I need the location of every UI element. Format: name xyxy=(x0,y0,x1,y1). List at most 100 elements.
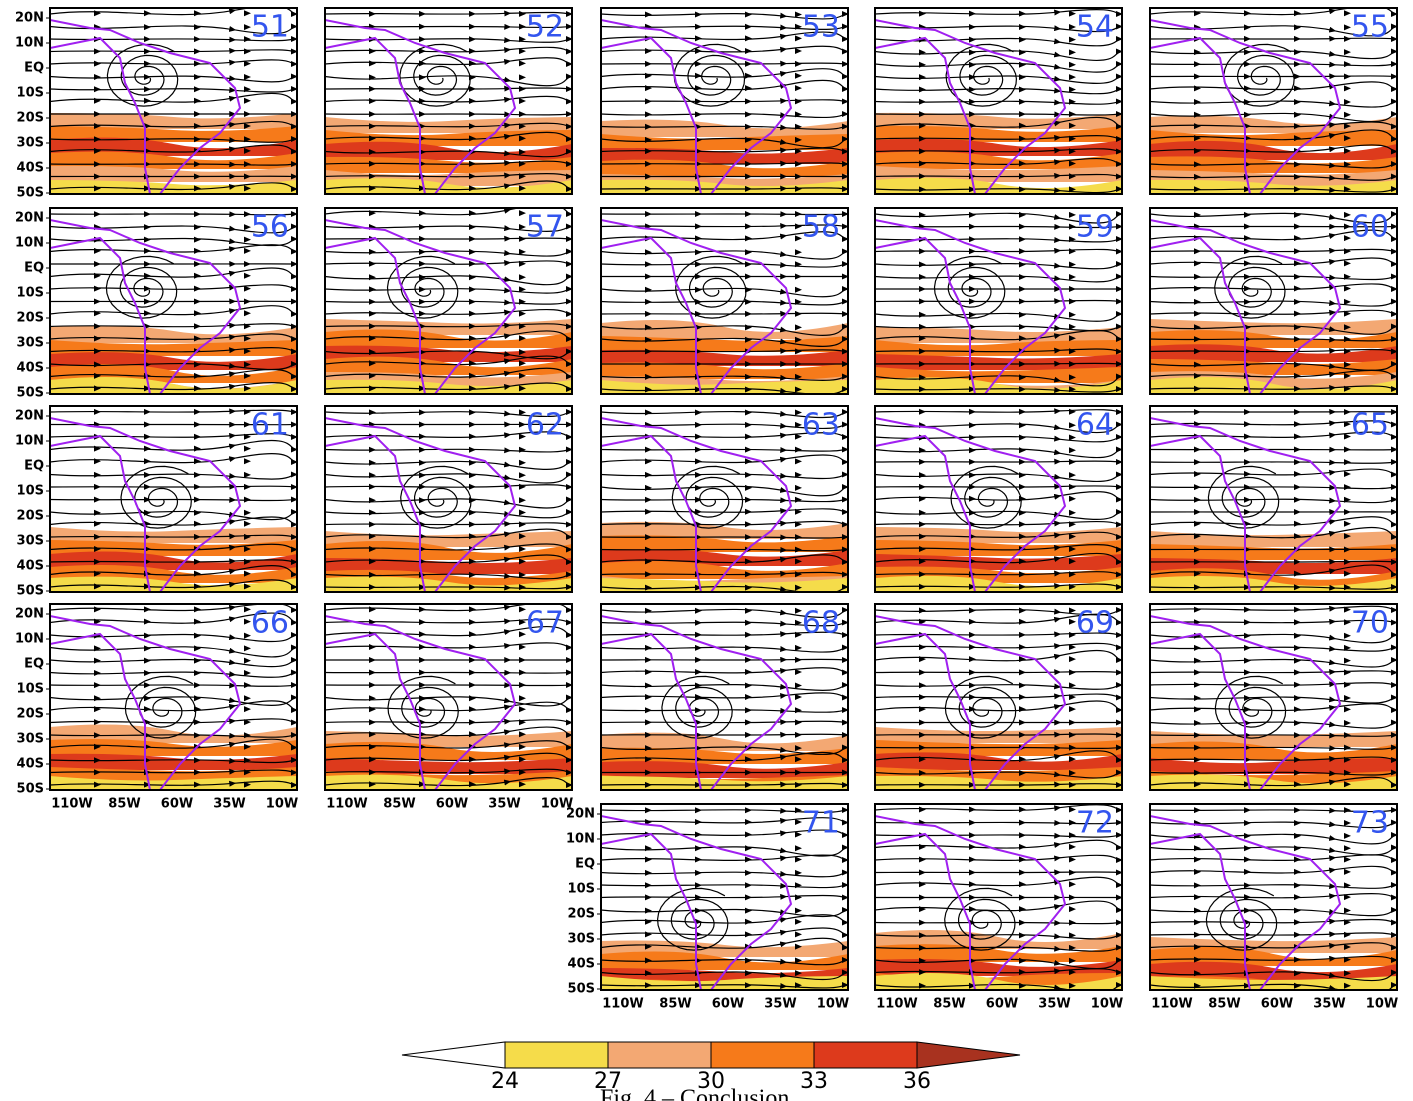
streamline xyxy=(1150,776,1397,788)
arrow xyxy=(369,656,376,663)
panel-label: 73 xyxy=(1351,806,1389,841)
streamline xyxy=(1150,703,1397,713)
arrow xyxy=(1294,85,1301,92)
arrow xyxy=(1194,970,1201,977)
arrow xyxy=(795,619,802,626)
arrow xyxy=(519,409,526,416)
arrow xyxy=(1344,970,1351,977)
arrow xyxy=(645,882,652,889)
arrow xyxy=(919,298,926,305)
arrow xyxy=(695,619,702,626)
arrow xyxy=(144,706,151,713)
arrow xyxy=(795,571,802,578)
arrow xyxy=(645,558,652,565)
arrow xyxy=(695,111,702,118)
arrow xyxy=(645,644,652,651)
streamline xyxy=(325,554,572,565)
arrow xyxy=(1244,10,1251,17)
arrow xyxy=(369,731,376,738)
panel-content xyxy=(50,604,297,790)
arrow xyxy=(1294,235,1301,242)
arrow xyxy=(1019,408,1026,415)
arrow xyxy=(419,421,426,428)
arrow xyxy=(1194,459,1201,466)
arrow xyxy=(1194,669,1201,676)
arrow xyxy=(369,360,376,367)
arrow xyxy=(469,123,476,130)
arrow xyxy=(1019,806,1026,813)
arrow xyxy=(519,719,526,726)
streamline xyxy=(1150,144,1397,155)
arrow xyxy=(244,48,251,55)
arrow xyxy=(519,48,526,55)
arrow xyxy=(695,845,702,852)
lon-label: 85W xyxy=(1208,997,1240,1012)
arrow xyxy=(369,274,376,281)
arrow xyxy=(645,185,652,192)
arrow xyxy=(519,85,526,92)
arrow xyxy=(745,111,752,118)
lat-label: 10N xyxy=(15,434,44,449)
arrow xyxy=(194,669,201,676)
colorbar-low xyxy=(401,1041,506,1069)
lat-label: 40S xyxy=(568,957,595,972)
arrow xyxy=(519,210,526,217)
streamline xyxy=(325,694,572,707)
arrow xyxy=(1194,657,1201,664)
arrow xyxy=(144,645,151,652)
arrow xyxy=(1194,123,1201,130)
arrow xyxy=(969,781,976,788)
streamline xyxy=(875,48,1122,61)
arrow xyxy=(969,583,976,590)
arrow xyxy=(745,496,752,503)
arrow xyxy=(1069,248,1076,255)
arrow xyxy=(745,409,752,416)
lat-label: EQ xyxy=(575,857,595,872)
arrow xyxy=(519,274,526,281)
arrow xyxy=(795,11,802,18)
arrow xyxy=(469,323,476,330)
arrow xyxy=(419,433,426,440)
arrow xyxy=(519,185,526,192)
arrow xyxy=(244,24,251,31)
arrow xyxy=(695,584,702,591)
panel-label: 58 xyxy=(802,210,840,245)
arrow xyxy=(695,894,702,901)
arrow xyxy=(645,957,652,964)
arrow xyxy=(244,110,251,117)
arrow xyxy=(1194,147,1201,154)
streamline xyxy=(875,750,1122,763)
arrow xyxy=(1344,35,1351,42)
arrow xyxy=(369,483,376,490)
arrow xyxy=(795,907,802,914)
arrow xyxy=(469,335,476,342)
arrow xyxy=(519,669,526,676)
map-panel: 64 xyxy=(874,405,1123,593)
streamline xyxy=(875,261,1122,270)
arrow xyxy=(695,484,702,491)
arrow xyxy=(144,483,151,490)
arrow xyxy=(745,11,752,18)
streamline xyxy=(325,131,572,142)
arrow xyxy=(1344,298,1351,305)
arrow xyxy=(1244,644,1251,651)
streamline xyxy=(601,914,848,926)
arrow xyxy=(1344,706,1351,713)
arrow xyxy=(969,819,976,826)
arrow xyxy=(144,458,151,465)
arrow xyxy=(919,571,926,578)
arrow xyxy=(1294,845,1301,852)
vortex xyxy=(1207,465,1280,529)
colorbar-label: 36 xyxy=(903,1069,931,1094)
streamline xyxy=(50,496,297,503)
streamline xyxy=(1150,257,1397,267)
arrow xyxy=(1019,982,1026,989)
arrow xyxy=(469,248,476,255)
lat-label: EQ xyxy=(24,261,44,276)
streamline xyxy=(325,718,572,726)
streamline xyxy=(601,937,848,951)
arrow xyxy=(1069,806,1076,813)
arrow xyxy=(795,546,802,553)
panel-content xyxy=(325,409,572,592)
